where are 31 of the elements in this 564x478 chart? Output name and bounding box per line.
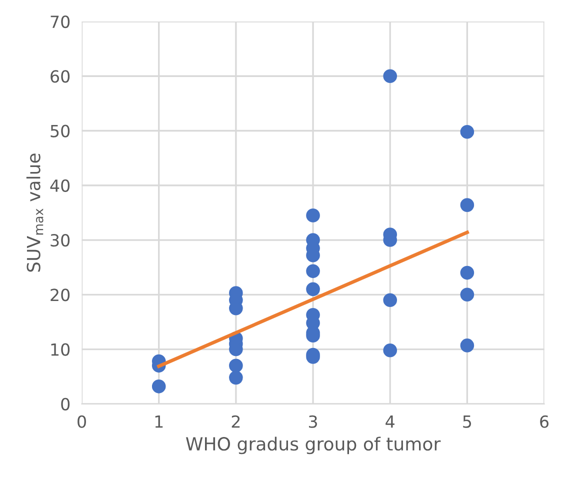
point (460, 198, 474, 212)
x-tick-label: 3 (308, 415, 317, 428)
point (460, 266, 474, 280)
point (460, 338, 474, 352)
x-tick-label: 0 (78, 415, 86, 428)
y-axis-title: SUV$_{max}$ value (26, 154, 44, 272)
point (306, 208, 320, 222)
y-tick-label: 30 (50, 234, 70, 247)
x-tick-label: 2 (232, 415, 240, 428)
point (460, 288, 474, 302)
y-tick-label: 20 (50, 288, 70, 302)
point (383, 293, 398, 308)
y-tick-label: 0 (61, 398, 70, 410)
y-tick-label: 50 (50, 124, 70, 138)
point (383, 343, 398, 358)
x-tick-label: 1 (155, 416, 163, 428)
point (152, 380, 166, 394)
x-tick-label: 6 (540, 415, 549, 428)
y-tick-label: 10 (51, 343, 70, 356)
point (383, 69, 398, 84)
point (306, 264, 320, 278)
point (229, 358, 243, 373)
x-tick-label: 5 (463, 416, 472, 428)
y-tick-label: 40 (50, 179, 70, 192)
x-axis-title: WHO gradus group of tumor (186, 436, 441, 454)
point (306, 282, 320, 296)
y-tick-label: 70 (50, 15, 70, 28)
x-tick-label: 4 (386, 416, 394, 428)
point (229, 370, 243, 385)
point (460, 124, 474, 139)
y-tick-label: 60 (50, 70, 70, 83)
